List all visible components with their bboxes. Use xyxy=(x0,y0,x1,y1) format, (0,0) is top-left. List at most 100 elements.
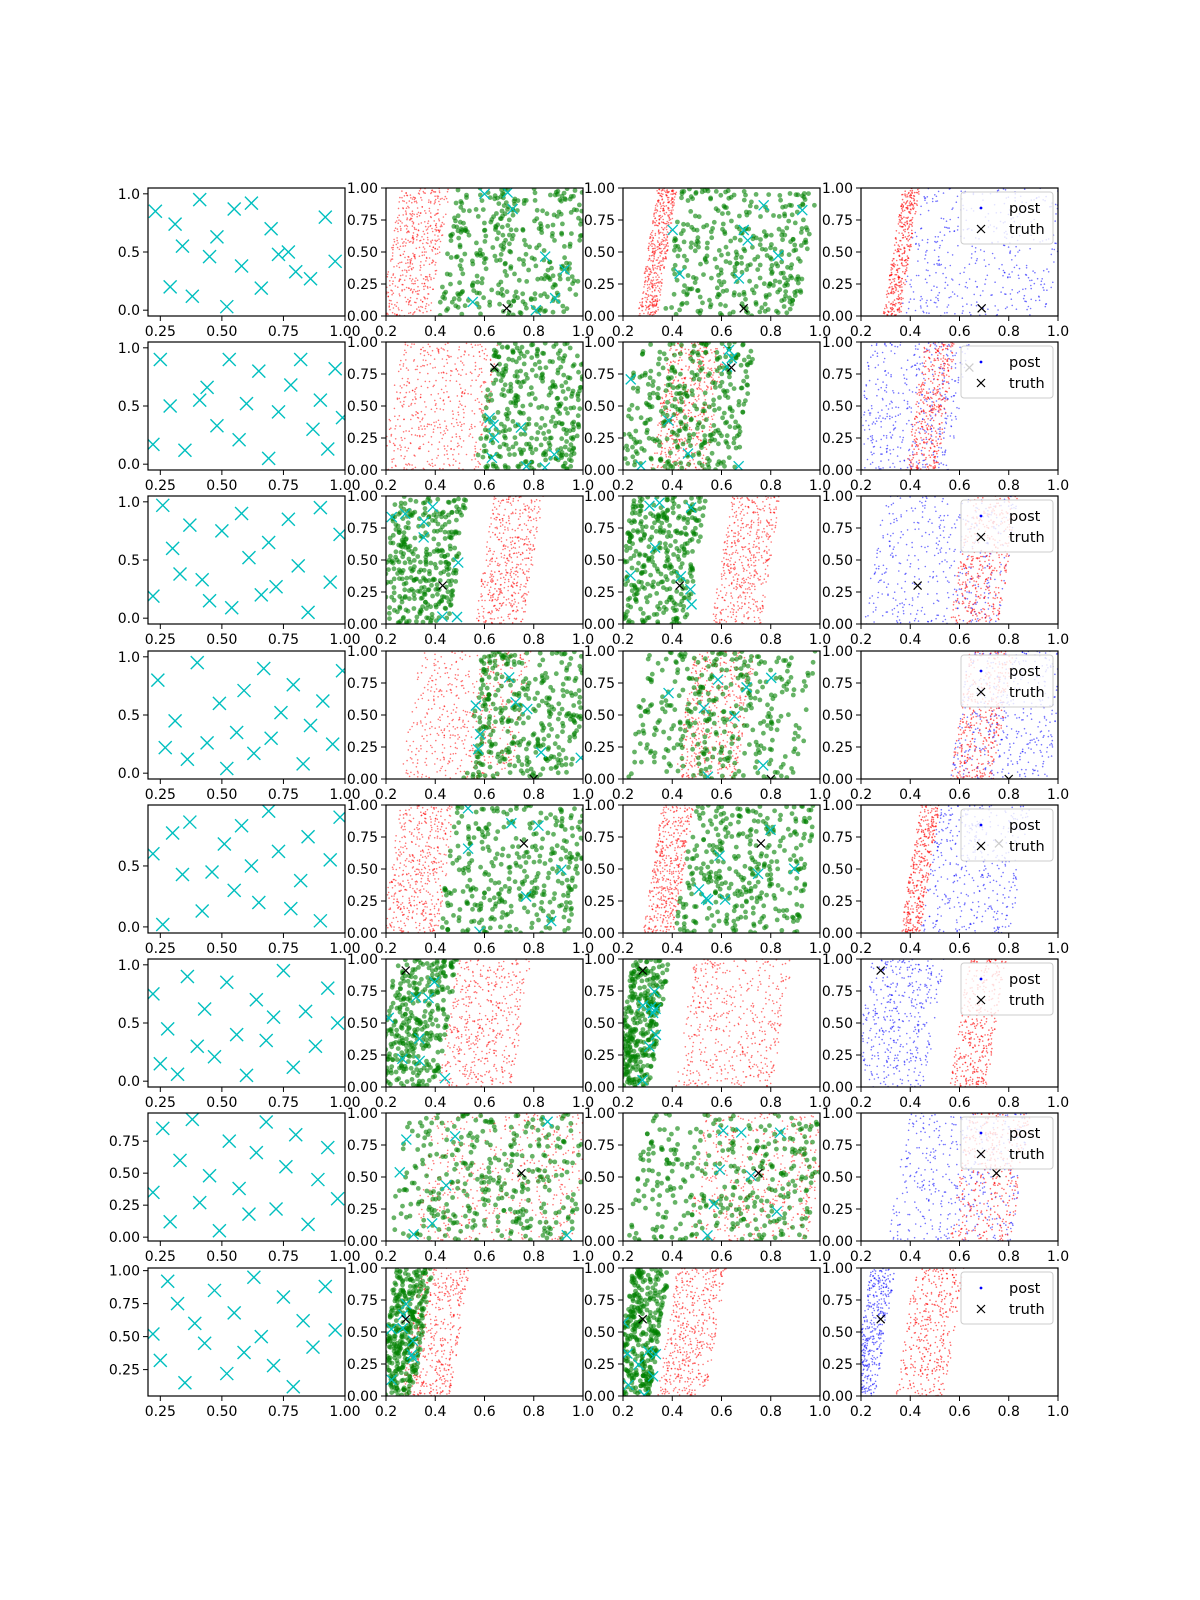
posterior-point xyxy=(654,217,656,220)
posterior-point xyxy=(948,358,951,360)
posterior-point xyxy=(936,306,938,308)
posterior-point xyxy=(723,303,728,309)
posterior-point xyxy=(914,417,916,420)
posterior-point xyxy=(679,465,685,470)
posterior-point xyxy=(646,435,652,441)
posterior-point xyxy=(896,308,899,311)
posterior-point xyxy=(878,466,880,468)
posterior-point xyxy=(923,412,925,414)
posterior-point xyxy=(899,285,901,287)
posterior-point xyxy=(455,460,457,462)
posterior-point xyxy=(404,349,406,352)
posterior-point xyxy=(937,190,940,193)
posterior-point xyxy=(400,261,403,264)
posterior-point xyxy=(560,303,566,309)
posterior-point xyxy=(1032,270,1034,272)
posterior-point xyxy=(656,395,662,401)
posterior-point xyxy=(1034,271,1036,274)
posterior-point xyxy=(684,393,690,399)
posterior-point xyxy=(938,352,941,354)
posterior-point xyxy=(693,242,699,247)
posterior-point xyxy=(914,202,916,205)
posterior-point xyxy=(930,465,932,467)
posterior-point xyxy=(457,406,460,409)
posterior-point xyxy=(650,467,656,470)
posterior-point xyxy=(1007,246,1010,248)
posterior-point xyxy=(652,287,654,289)
posterior-point xyxy=(423,425,426,428)
posterior-point xyxy=(927,238,929,241)
posterior-point xyxy=(892,263,894,266)
posterior-point xyxy=(707,304,713,310)
posterior-point xyxy=(1046,268,1048,270)
posterior-point xyxy=(934,236,937,238)
posterior-point xyxy=(437,209,439,211)
sample-marker xyxy=(200,380,215,395)
posterior-point xyxy=(650,282,652,285)
posterior-point xyxy=(437,299,443,305)
posterior-point xyxy=(702,467,708,470)
posterior-point xyxy=(655,294,658,297)
posterior-point xyxy=(688,209,694,214)
posterior-point xyxy=(912,465,914,467)
posterior-point xyxy=(688,367,690,369)
posterior-point xyxy=(940,447,943,449)
posterior-point xyxy=(418,214,421,217)
posterior-point xyxy=(1018,249,1021,252)
posterior-point xyxy=(650,281,652,284)
posterior-point xyxy=(522,237,527,243)
posterior-point xyxy=(496,344,499,347)
posterior-point xyxy=(693,213,698,219)
posterior-point xyxy=(513,403,519,409)
posterior-point xyxy=(700,388,702,391)
posterior-point xyxy=(948,387,950,390)
posterior-point xyxy=(660,365,666,371)
posterior-point xyxy=(926,463,928,465)
posterior-point xyxy=(896,271,899,274)
posterior-point xyxy=(668,463,674,469)
sample-marker xyxy=(163,399,178,413)
posterior-point xyxy=(897,244,900,246)
posterior-point xyxy=(405,242,407,244)
posterior-point xyxy=(922,466,924,468)
posterior-point xyxy=(460,446,463,448)
sample-marker xyxy=(335,410,345,425)
posterior-point xyxy=(415,301,417,304)
posterior-point xyxy=(444,448,446,450)
sample-markers xyxy=(148,192,343,314)
posterior-point xyxy=(451,436,454,439)
posterior-point xyxy=(692,248,698,254)
posterior-point xyxy=(893,284,896,286)
red-posterior-points xyxy=(386,188,449,316)
posterior-point xyxy=(442,468,444,470)
posterior-point xyxy=(664,451,667,454)
posterior-point xyxy=(424,380,427,383)
posterior-point xyxy=(917,421,919,424)
posterior-point xyxy=(651,463,654,466)
sample-marker xyxy=(733,273,745,284)
posterior-point xyxy=(440,224,443,226)
posterior-point xyxy=(886,296,888,298)
posterior-point xyxy=(457,280,462,286)
posterior-point xyxy=(437,350,440,353)
posterior-point xyxy=(743,398,748,404)
posterior-point xyxy=(1053,261,1055,263)
posterior-point xyxy=(457,453,460,455)
posterior-point xyxy=(441,197,443,200)
posterior-point xyxy=(412,222,415,225)
posterior-point xyxy=(713,428,719,434)
sample-marker xyxy=(148,204,163,219)
posterior-point xyxy=(434,464,437,467)
posterior-point xyxy=(630,385,636,391)
posterior-point xyxy=(398,219,400,221)
posterior-point xyxy=(564,188,570,192)
sample-markers xyxy=(625,344,745,470)
posterior-point xyxy=(722,204,728,210)
posterior-point xyxy=(941,239,943,242)
posterior-point xyxy=(434,191,437,193)
posterior-point xyxy=(482,239,488,244)
posterior-point xyxy=(891,259,894,262)
posterior-point xyxy=(753,300,759,305)
posterior-point xyxy=(948,227,950,229)
